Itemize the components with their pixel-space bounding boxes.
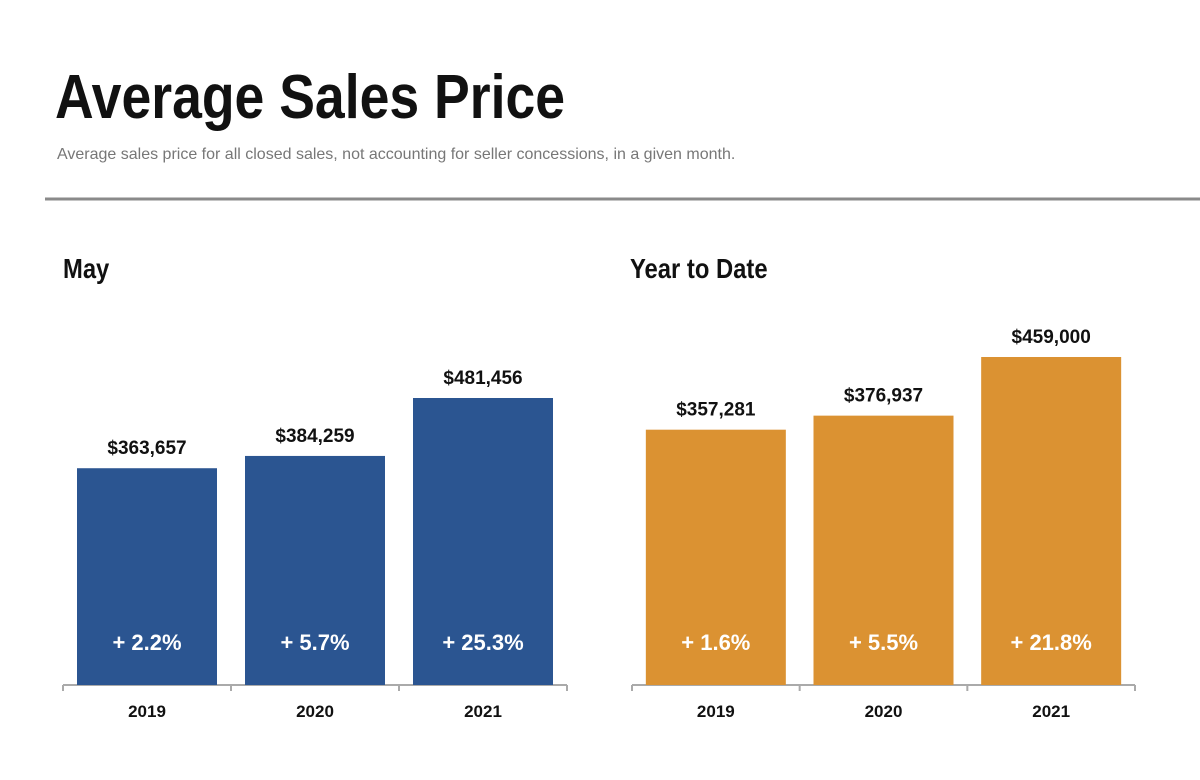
x-tick-label: 2019 <box>697 702 735 721</box>
value-label: $376,937 <box>844 386 923 407</box>
bar <box>245 455 385 685</box>
bar <box>813 415 954 685</box>
change-label: + 1.6% <box>681 630 750 655</box>
x-tick-label: 2021 <box>464 702 502 721</box>
change-label: + 25.3% <box>442 630 523 655</box>
change-label: + 2.2% <box>112 630 181 655</box>
change-label: + 5.7% <box>280 630 349 655</box>
change-label: + 5.5% <box>849 630 918 655</box>
value-label: $357,281 <box>676 400 756 421</box>
chart-title: May <box>63 253 110 284</box>
x-tick-label: 2021 <box>1032 702 1070 721</box>
bar <box>413 398 553 685</box>
value-label: $459,000 <box>1012 327 1091 348</box>
x-tick-label: 2020 <box>296 702 334 721</box>
x-tick-label: 2020 <box>865 702 903 721</box>
value-label: $363,657 <box>107 438 186 459</box>
bar <box>981 357 1122 685</box>
page-subtitle: Average sales price for all closed sales… <box>57 146 735 163</box>
value-label: $384,259 <box>275 426 354 447</box>
change-label: + 21.8% <box>1010 630 1091 655</box>
page-title: Average Sales Price <box>55 63 565 132</box>
value-label: $481,456 <box>443 368 522 389</box>
bar <box>645 429 786 685</box>
x-tick-label: 2019 <box>128 702 166 721</box>
chart-title: Year to Date <box>630 253 768 284</box>
bar <box>77 468 217 685</box>
